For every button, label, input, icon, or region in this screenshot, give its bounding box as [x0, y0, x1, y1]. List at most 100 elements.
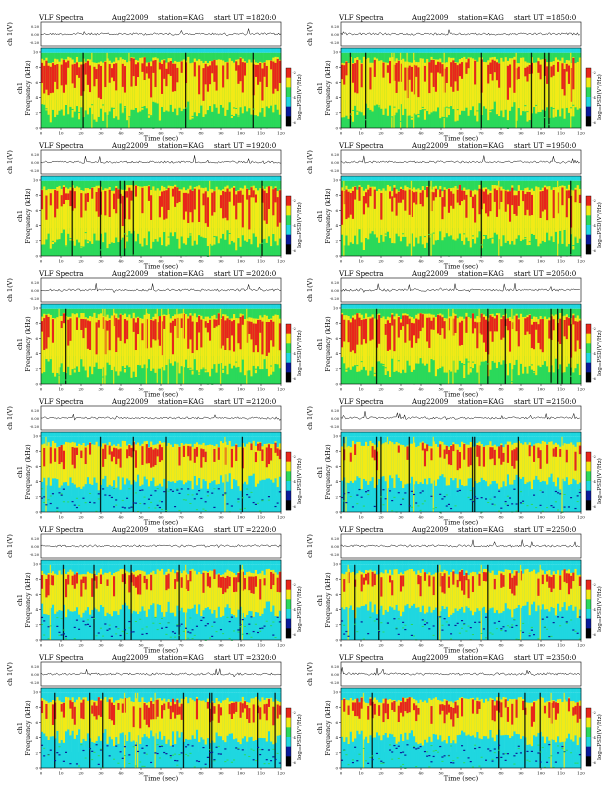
colorbar-segment [586, 618, 591, 629]
waveform-trace [340, 283, 580, 293]
colorbar-label: log₁₀PSD(V²/Hz) [596, 586, 603, 632]
waveform-tick-label: -0.20 [330, 681, 340, 685]
x-tick-label: 20 [78, 515, 84, 520]
x-tick-label: 70 [478, 643, 484, 648]
y-tick-label: 10 [33, 434, 39, 439]
waveform-ylabel: ch 1(V) [6, 662, 14, 686]
colorbar-tick-label: -6 [293, 249, 296, 253]
waveform-tick-label: -0.20 [30, 425, 40, 429]
spectrogram-heatmap [341, 688, 582, 769]
spectrogram-panel: VLF Spectra Aug22009 station=KAG start UT =… [6, 654, 303, 783]
y-tick-label: 0 [335, 510, 338, 515]
chart-title: VLF Spectra [38, 142, 83, 150]
x-tick-label: 70 [478, 515, 484, 520]
spectrogram-heatmap [41, 688, 282, 769]
spectrogram-panel: VLF Spectra Aug22009 station=KAG start UT =… [306, 142, 603, 271]
waveform-frame [40, 277, 282, 303]
x-tick-label: 30 [98, 259, 104, 264]
y-tick-label: 10 [33, 562, 39, 567]
y-tick-label: 4 [335, 735, 338, 740]
waveform-tick-label: 0.00 [31, 545, 40, 549]
y-tick-label: 8 [335, 449, 338, 454]
y-tick-label: 10 [33, 690, 39, 695]
y-tick-label: 0 [335, 254, 338, 259]
station-label: station=KAG [458, 270, 504, 278]
colorbar-segment [586, 452, 591, 462]
y-tick-label: 10 [333, 306, 339, 311]
spectrogram-panel: VLF Spectra Aug22009 station=KAG start UT =… [6, 14, 303, 143]
y-tick-label: 8 [335, 705, 338, 710]
x-tick-label: 10 [58, 387, 64, 392]
x-tick-label: 20 [78, 643, 84, 648]
colorbar-segment [586, 471, 591, 482]
station-label: station=KAG [158, 654, 204, 662]
x-tick-label: 10 [358, 387, 364, 392]
colorbar-segment [586, 609, 591, 619]
date-label: Aug22009 [411, 526, 448, 534]
x-tick-label: 60 [158, 131, 164, 136]
x-tick-label: 20 [378, 259, 384, 264]
chart-title: VLF Spectra [338, 398, 383, 406]
colorbar-segment [286, 500, 291, 511]
y-tick-label: 4 [335, 95, 338, 100]
y-tick-label: 10 [333, 562, 339, 567]
x-tick-label: 0 [40, 387, 43, 392]
waveform-tick-label: -0.20 [330, 297, 340, 301]
x-tick-label: 40 [118, 771, 124, 776]
x-tick-label: 30 [98, 131, 104, 136]
y-tick-label: 2 [335, 366, 338, 371]
colorbar-segment [586, 481, 591, 491]
colorbar-frame [585, 451, 592, 511]
x-tick-label: 40 [418, 259, 424, 264]
waveform-ylabel: ch 1(V) [6, 406, 14, 430]
y-tick-label: 10 [33, 50, 39, 55]
colorbar-label: log₁₀PSD(V²/Hz) [596, 74, 603, 120]
x-tick-label: 10 [58, 131, 64, 136]
y-tick-label: 6 [35, 592, 38, 597]
x-tick-label: 80 [198, 387, 204, 392]
colorbar-frame [285, 707, 292, 767]
colorbar-segment [586, 225, 591, 235]
waveform-tick-label: 0.00 [31, 417, 40, 421]
x-tick-label: 80 [198, 131, 204, 136]
spectrogram-heatmap [41, 560, 282, 641]
spectrogram-panel: VLF Spectra Aug22009 station=KAG start UT =… [6, 526, 303, 655]
x-tick-label: 60 [458, 515, 464, 520]
x-tick-label: 90 [518, 771, 524, 776]
x-tick-label: 70 [178, 387, 184, 392]
x-tick-label: 90 [518, 387, 524, 392]
colorbar-segment [286, 116, 291, 127]
start-time-label: start UT =2220:0 [214, 526, 276, 534]
colorbar-segment [586, 87, 591, 98]
x-tick-label: 50 [438, 771, 444, 776]
x-tick-label: 0 [340, 515, 343, 520]
y-tick-label: 8 [35, 193, 38, 198]
colorbar-segment [586, 77, 591, 88]
colorbar-segment [586, 205, 591, 216]
x-tick-label: 20 [378, 515, 384, 520]
colorbar-segment [286, 196, 291, 206]
colorbar-label: log₁₀PSD(V²/Hz) [296, 714, 303, 760]
date-label: Aug22009 [411, 654, 448, 662]
colorbar-segment [286, 452, 291, 462]
x-tick-label: 40 [118, 387, 124, 392]
spectrogram-ylabel-frequency: Frequency (kHz) [24, 700, 32, 756]
colorbar-segment [586, 717, 591, 728]
x-tick-label: 0 [340, 387, 343, 392]
x-tick-label: 100 [537, 515, 545, 520]
x-tick-label: 90 [218, 771, 224, 776]
waveform-trace [340, 28, 580, 36]
x-tick-label: 10 [58, 771, 64, 776]
x-axis-label: Time (sec) [144, 519, 179, 527]
date-label: Aug22009 [411, 270, 448, 278]
y-tick-label: 4 [35, 223, 38, 228]
y-tick-label: 4 [35, 95, 38, 100]
x-tick-label: 100 [237, 771, 245, 776]
colorbar-segment [586, 196, 591, 206]
colorbar-label: log₁₀PSD(V²/Hz) [296, 202, 303, 248]
spectrogram-ylabel-channel: ch1 [316, 82, 324, 94]
x-tick-label: 60 [458, 387, 464, 392]
x-tick-label: 100 [537, 771, 545, 776]
x-tick-label: 20 [378, 131, 384, 136]
start-time-label: start UT =2320:0 [214, 654, 276, 662]
